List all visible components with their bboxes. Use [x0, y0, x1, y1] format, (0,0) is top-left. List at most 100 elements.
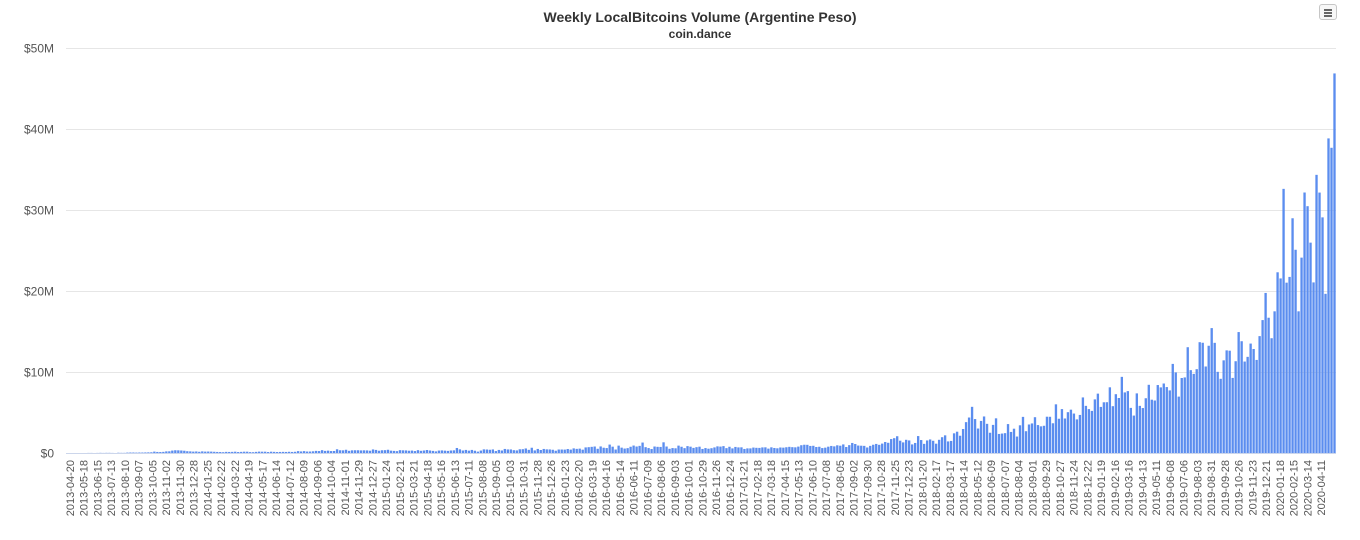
- bar[interactable]: [782, 447, 785, 453]
- bar[interactable]: [225, 451, 228, 453]
- bar[interactable]: [1243, 361, 1246, 453]
- bar[interactable]: [255, 451, 258, 453]
- bar[interactable]: [278, 451, 282, 453]
- bar[interactable]: [1120, 376, 1124, 453]
- bar[interactable]: [674, 448, 677, 453]
- bar[interactable]: [695, 447, 698, 453]
- bar[interactable]: [961, 429, 965, 453]
- bar[interactable]: [1102, 402, 1106, 453]
- bar[interactable]: [1090, 410, 1094, 453]
- bar[interactable]: [1324, 293, 1327, 453]
- bar[interactable]: [925, 440, 929, 453]
- bar[interactable]: [701, 448, 704, 453]
- bar[interactable]: [827, 446, 830, 453]
- bar[interactable]: [767, 448, 770, 453]
- bar[interactable]: [881, 443, 884, 453]
- bar[interactable]: [1162, 383, 1165, 454]
- bar[interactable]: [1015, 436, 1019, 453]
- bar[interactable]: [686, 446, 689, 453]
- bar[interactable]: [806, 444, 809, 453]
- bar[interactable]: [1036, 425, 1040, 453]
- bar[interactable]: [572, 448, 575, 453]
- bar[interactable]: [398, 450, 402, 453]
- bar[interactable]: [752, 447, 755, 453]
- bar[interactable]: [497, 449, 500, 453]
- bar[interactable]: [392, 450, 396, 453]
- bar[interactable]: [1327, 138, 1330, 453]
- bar[interactable]: [1159, 387, 1162, 453]
- bar[interactable]: [794, 447, 797, 453]
- bar[interactable]: [955, 431, 959, 453]
- bar[interactable]: [308, 451, 312, 453]
- bar[interactable]: [168, 451, 171, 453]
- bar[interactable]: [620, 447, 623, 453]
- bar[interactable]: [299, 451, 303, 453]
- bar[interactable]: [548, 449, 551, 453]
- bar[interactable]: [719, 446, 722, 453]
- bar[interactable]: [174, 450, 177, 453]
- bar[interactable]: [566, 449, 569, 453]
- bar[interactable]: [563, 449, 566, 453]
- bar[interactable]: [500, 450, 503, 453]
- bar[interactable]: [1174, 372, 1177, 453]
- bar[interactable]: [707, 448, 710, 453]
- bar[interactable]: [1168, 390, 1171, 453]
- bar[interactable]: [967, 417, 971, 453]
- bar[interactable]: [198, 451, 201, 453]
- bar[interactable]: [632, 445, 635, 453]
- bar[interactable]: [599, 446, 602, 453]
- bar[interactable]: [1069, 409, 1073, 453]
- bar[interactable]: [1171, 363, 1174, 453]
- bar[interactable]: [1270, 338, 1273, 453]
- bar[interactable]: [365, 450, 369, 453]
- bar[interactable]: [872, 444, 875, 453]
- bar[interactable]: [171, 450, 174, 453]
- bar[interactable]: [183, 450, 186, 453]
- bar[interactable]: [1108, 387, 1112, 453]
- bar[interactable]: [569, 449, 572, 453]
- bar[interactable]: [485, 449, 489, 453]
- bar[interactable]: [647, 448, 650, 453]
- bar[interactable]: [383, 450, 387, 453]
- bar[interactable]: [943, 435, 947, 453]
- bar[interactable]: [1147, 384, 1150, 453]
- bar[interactable]: [1066, 412, 1070, 453]
- bar[interactable]: [332, 450, 336, 453]
- bar[interactable]: [380, 450, 384, 453]
- bar[interactable]: [554, 450, 557, 453]
- bar[interactable]: [638, 445, 641, 453]
- bar[interactable]: [596, 448, 599, 453]
- bar[interactable]: [611, 446, 614, 453]
- bar[interactable]: [443, 450, 447, 453]
- bar[interactable]: [1315, 174, 1318, 453]
- bar[interactable]: [1231, 377, 1234, 453]
- bar[interactable]: [249, 452, 252, 453]
- bar[interactable]: [467, 450, 471, 453]
- bar[interactable]: [1282, 188, 1285, 454]
- bar[interactable]: [261, 451, 264, 453]
- bar[interactable]: [359, 450, 363, 453]
- bar[interactable]: [970, 406, 974, 453]
- bar[interactable]: [635, 446, 638, 453]
- bar[interactable]: [1165, 387, 1168, 453]
- bar[interactable]: [156, 451, 159, 453]
- bar[interactable]: [353, 450, 357, 453]
- bar[interactable]: [893, 438, 896, 453]
- bar[interactable]: [788, 446, 791, 453]
- bar[interactable]: [1210, 328, 1213, 453]
- bar[interactable]: [177, 450, 180, 453]
- bar[interactable]: [1021, 416, 1025, 453]
- bar[interactable]: [1027, 424, 1031, 453]
- bar[interactable]: [470, 449, 474, 453]
- bar[interactable]: [731, 448, 734, 453]
- bar[interactable]: [1018, 425, 1022, 453]
- bar[interactable]: [401, 450, 405, 453]
- bar[interactable]: [578, 448, 581, 453]
- bar[interactable]: [803, 444, 806, 453]
- bar[interactable]: [1078, 414, 1082, 453]
- bar[interactable]: [1060, 409, 1064, 453]
- bar[interactable]: [809, 445, 812, 453]
- bar[interactable]: [252, 452, 255, 453]
- bar[interactable]: [698, 446, 701, 453]
- bar[interactable]: [1141, 408, 1144, 453]
